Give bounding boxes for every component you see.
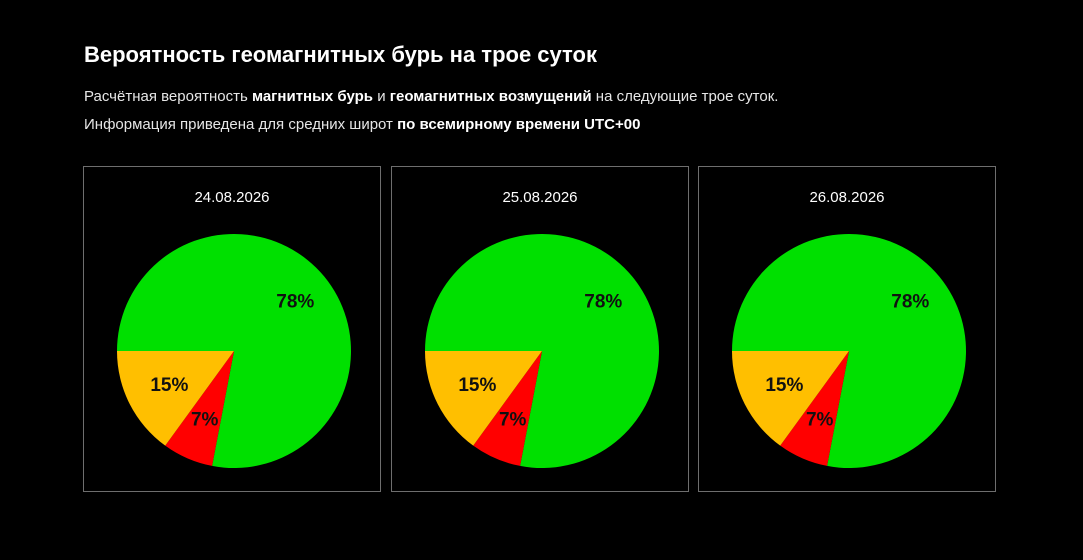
- pie-label-slice-red: 7%: [806, 410, 834, 431]
- forecast-date: 26.08.2026: [809, 189, 885, 206]
- pie-slice-green: [425, 234, 659, 469]
- pie-label-slice-red: 7%: [499, 410, 527, 431]
- pie-label-slice-orange: 15%: [458, 375, 496, 396]
- pie-chart-day-3: 78% 7%15%: [732, 234, 966, 469]
- page-title: Вероятность геомагнитных бурь на трое су…: [84, 42, 597, 67]
- description-text: Расчётная вероятность: [84, 88, 252, 105]
- forecast-card-day-1: 24.08.2026 78% 7% 15%: [83, 166, 381, 492]
- pie-label-slice-orange: 15%: [150, 375, 188, 396]
- description-line-1: Расчётная вероятность магнитных бурь и г…: [84, 88, 778, 105]
- forecast-date: 24.08.2026: [194, 189, 270, 206]
- pie-slice-green: [117, 234, 351, 469]
- pie-label-slice-red: 7%: [191, 410, 219, 431]
- forecast-card-day-3: 26.08.2026 78% 7% 15%: [698, 166, 996, 492]
- forecast-date: 25.08.2026: [502, 189, 578, 206]
- description-text: на следующие трое суток.: [591, 88, 779, 105]
- description-bold-geomagnetic-disturbances: геомагнитных возмущений: [389, 88, 592, 105]
- pie-slice-red: [780, 351, 849, 466]
- pie-label-slice-orange: 15%: [765, 375, 803, 396]
- description-text: Информация приведена для средних широт: [84, 116, 398, 133]
- pie-slice-orange: [425, 351, 542, 446]
- pie-chart-day-1: 78% 7%15%: [117, 234, 351, 469]
- pie-label-slice-green: 78%: [891, 291, 929, 312]
- pie-slice-red: [165, 351, 234, 466]
- pie-label-slice-green: 78%: [276, 291, 314, 312]
- forecast-card-day-2: 25.08.2026 78% 7% 15%: [391, 166, 689, 492]
- pie-label-slice-green: 78%: [584, 291, 622, 312]
- pie-slice-red: [473, 351, 542, 466]
- pie-chart-day-2: 78% 7%15%: [425, 234, 659, 469]
- pie-slice-orange: [117, 351, 234, 446]
- description-bold-utc: по всемирному времени UTC+00: [397, 116, 641, 133]
- pie-slice-orange: [732, 351, 849, 446]
- description-bold-magnetic-storms: магнитных бурь: [251, 88, 374, 105]
- pie-slice-green: [732, 234, 966, 469]
- description-line-2: Информация приведена для средних широт п…: [84, 116, 640, 133]
- description-text: и: [373, 88, 390, 105]
